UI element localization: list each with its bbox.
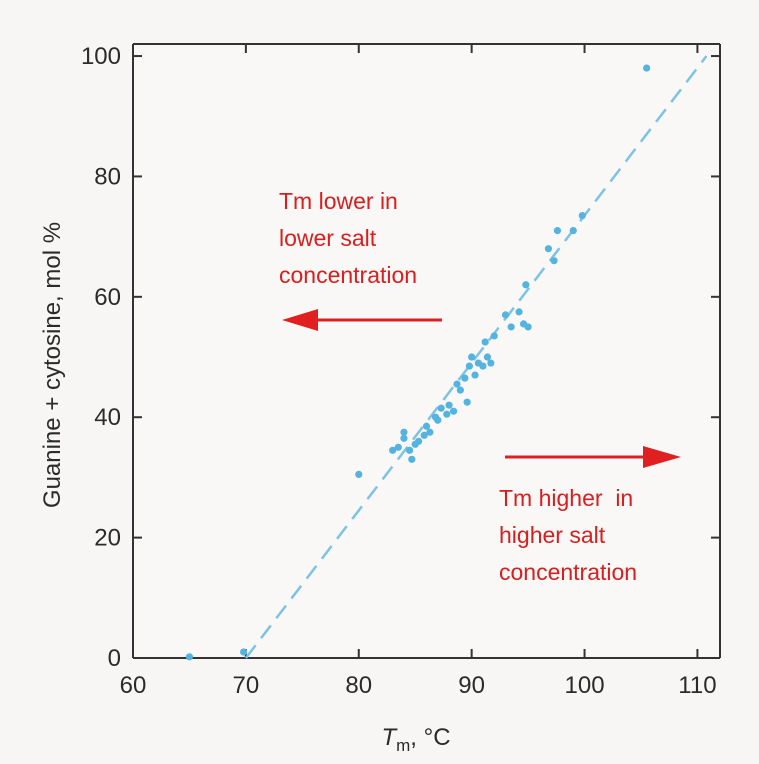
plot-area — [133, 44, 720, 658]
x-tick-label: 60 — [120, 672, 147, 699]
data-point — [453, 380, 461, 388]
data-point — [445, 401, 453, 409]
x-tick-label: 110 — [678, 672, 716, 699]
annotation-lower-line-2: lower salt — [279, 225, 377, 251]
data-point — [456, 386, 464, 394]
annotation-lower: Tm lower in lower salt concentration — [279, 188, 442, 331]
data-point — [434, 416, 442, 424]
y-ticks: 0 20 40 60 80 100 — [81, 43, 720, 672]
data-point — [524, 323, 532, 331]
data-point — [414, 437, 423, 445]
data-point — [443, 410, 451, 418]
data-points — [185, 64, 651, 661]
data-point — [465, 362, 473, 370]
data-point — [426, 428, 434, 436]
data-point — [389, 446, 397, 454]
data-point — [490, 332, 498, 340]
x-axis-title-unit: , °C — [410, 724, 450, 751]
annotation-higher: Tm higher in higher salt concentration — [499, 446, 681, 585]
data-point — [507, 323, 515, 331]
arrow-right-icon — [505, 446, 681, 468]
annotation-lower-line-1: Tm lower in — [279, 188, 398, 214]
x-axis-title: Tm, °C — [381, 724, 450, 755]
data-point — [515, 308, 523, 316]
annotation-higher-line-3: concentration — [499, 559, 637, 585]
data-point — [544, 245, 553, 253]
data-point — [185, 653, 194, 661]
x-axis-title-sub: m — [396, 736, 410, 755]
data-point — [405, 446, 414, 454]
annotation-higher-line-2: higher salt — [499, 522, 606, 548]
y-axis-title: Guanine + cytosine, mol % — [39, 222, 66, 508]
x-tick-label: 100 — [565, 672, 605, 699]
data-point — [578, 211, 586, 220]
data-point — [468, 353, 476, 361]
y-tick-label: 60 — [94, 284, 121, 311]
y-tick-label: 80 — [94, 163, 121, 190]
data-point — [449, 407, 458, 415]
data-point — [501, 311, 510, 319]
x-tick-label: 70 — [233, 672, 260, 699]
arrow-left-icon — [282, 309, 442, 331]
data-point — [643, 64, 651, 72]
fit-line — [244, 55, 708, 659]
data-point — [483, 353, 492, 361]
y-tick-label: 100 — [81, 43, 121, 70]
data-point — [481, 338, 489, 346]
data-point — [240, 648, 248, 656]
data-point — [394, 443, 402, 451]
data-point — [400, 428, 408, 436]
annotation-lower-line-3: concentration — [279, 262, 417, 288]
x-tick-label: 90 — [458, 672, 485, 699]
annotation-higher-line-1: Tm higher in — [499, 485, 633, 511]
data-point — [437, 404, 445, 412]
axes-frame — [132, 43, 721, 659]
y-tick-label: 40 — [94, 404, 121, 431]
data-point — [487, 359, 495, 367]
y-tick-label: 0 — [108, 645, 121, 672]
data-point — [355, 470, 363, 479]
data-point — [479, 362, 487, 370]
x-tick-label: 80 — [345, 672, 372, 699]
data-point — [422, 422, 431, 430]
data-point — [408, 455, 416, 463]
data-point — [461, 374, 469, 382]
x-axis-title-main: T — [381, 724, 398, 751]
data-point — [553, 227, 562, 235]
data-point — [400, 434, 408, 442]
data-point — [550, 257, 558, 265]
data-point — [569, 227, 577, 235]
data-point — [522, 281, 530, 289]
data-point — [471, 371, 479, 379]
data-point — [463, 398, 471, 406]
data-point — [420, 431, 428, 439]
y-tick-label: 20 — [94, 525, 121, 552]
